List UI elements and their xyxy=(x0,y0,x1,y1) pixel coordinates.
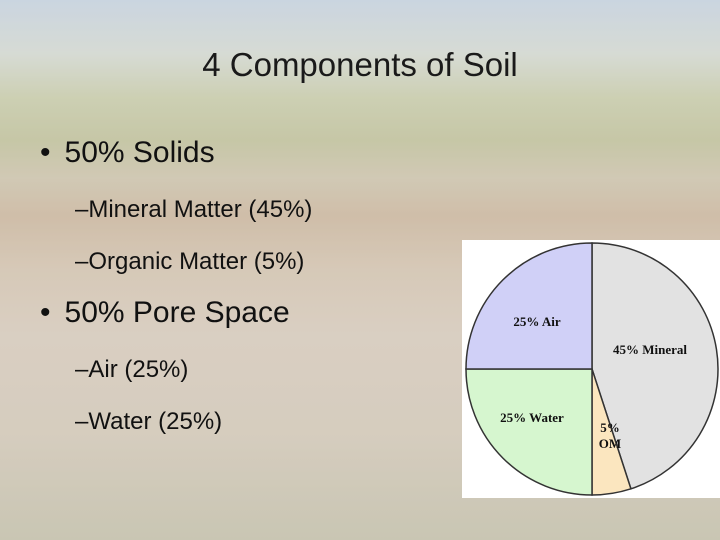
pie-slice xyxy=(465,242,593,370)
slice-label: 45% Mineral xyxy=(612,342,687,357)
pie-svg xyxy=(465,242,719,496)
pie-slice xyxy=(465,368,593,496)
sub-bullet: Air (25%) xyxy=(75,356,188,384)
bullet: 50% Pore Space xyxy=(40,296,290,330)
pie-chart: 45% Mineral 5% OM 25% Water 25% Air xyxy=(462,240,720,498)
bullet: 50% Solids xyxy=(40,136,215,170)
sub-bullet: Mineral Matter (45%) xyxy=(75,196,312,224)
slide-title: 4 Components of Soil xyxy=(202,46,518,83)
pie-slice xyxy=(591,242,719,490)
slice-label: 25% Air xyxy=(513,314,561,329)
slice-label: 25% Water xyxy=(500,410,564,425)
slice-label: 5% OM xyxy=(598,420,622,451)
sub-bullet: Water (25%) xyxy=(75,408,222,436)
sub-bullet: Organic Matter (5%) xyxy=(75,248,304,276)
